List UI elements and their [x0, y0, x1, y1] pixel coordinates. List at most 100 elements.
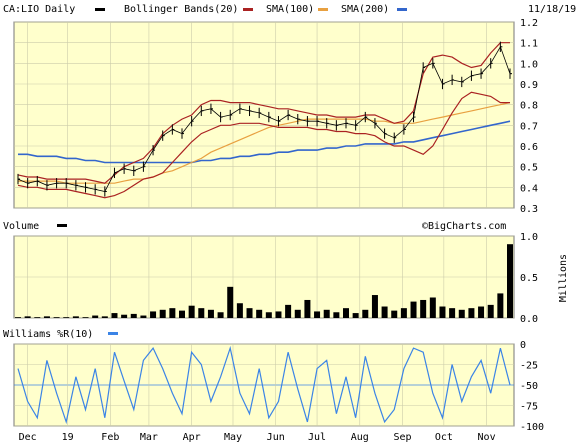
volume-bar [159, 309, 166, 318]
volume-bar [362, 309, 369, 318]
volume-bar [53, 317, 60, 318]
x-axis: Dec 19 Feb Mar Apr May Jun Jul Aug Sep Oct Nov [19, 432, 496, 443]
volume-bar [140, 315, 147, 318]
price-y-axis: 1.2 1.1 1.0 0.9 0.8 0.7 0.6 0.5 0.4 0.3 [520, 18, 538, 215]
price-y-tick: 0.8 [520, 101, 538, 112]
volume-bar [275, 311, 282, 318]
price-grid [14, 21, 514, 209]
volume-bar [333, 312, 340, 318]
williams-grid [14, 343, 514, 427]
volume-bar [15, 317, 21, 318]
chart-header: CA:LIO Daily Bollinger Bands(20) SMA(100… [3, 4, 576, 15]
symbol-label: CA:LIO Daily [3, 4, 75, 15]
volume-bar [101, 316, 108, 318]
x-tick-label: May [224, 432, 242, 443]
volume-bar [150, 311, 157, 318]
x-tick-label: Dec [19, 432, 37, 443]
volume-bar [207, 309, 214, 318]
volume-bar [188, 305, 195, 318]
price-y-tick: 1.1 [520, 39, 538, 50]
volume-bar [391, 310, 398, 318]
volume-header-bar [0, 218, 579, 232]
price-y-tick: 1.0 [520, 59, 538, 70]
volume-label: Volume [3, 221, 39, 232]
sma200-legend-swatch [397, 8, 407, 11]
volume-bar [24, 316, 31, 318]
volume-bar [429, 297, 436, 318]
volume-bar [294, 309, 301, 318]
chart-date: 11/18/19 [528, 4, 576, 15]
williams-y-tick: -50 [520, 381, 538, 392]
x-tick-label: Sep [393, 432, 411, 443]
x-tick-label: 19 [62, 432, 74, 443]
volume-y-axis: 1.0 0.5 0.0 [520, 232, 538, 325]
volume-bar [400, 308, 407, 318]
sma100-label: SMA(100) [266, 4, 314, 15]
williams-series-line [17, 345, 511, 425]
williams-legend-swatch [108, 332, 118, 335]
volume-bar [82, 317, 89, 318]
volume-bar [487, 304, 494, 318]
volume-bar [323, 309, 330, 318]
volume-bar [43, 316, 50, 318]
volume-bar [34, 317, 41, 318]
volume-bar [371, 295, 378, 318]
williams-label: Williams %R(10) [3, 329, 93, 340]
volume-legend-swatch [57, 224, 67, 227]
volume-bar [246, 308, 253, 318]
volume-bar [227, 286, 234, 318]
price-y-tick: 0.4 [520, 183, 538, 194]
sma200-line [18, 120, 511, 164]
volume-bar [169, 308, 176, 318]
price-y-tick: 0.9 [520, 80, 538, 91]
volume-bar [304, 299, 311, 318]
volume-bar [478, 306, 485, 318]
price-y-tick: 0.5 [520, 163, 538, 174]
bollinger-lower-line [17, 91, 510, 199]
volume-bar [507, 244, 513, 318]
sma100-line [18, 102, 511, 184]
bollinger-legend-swatch [243, 8, 253, 11]
volume-bar [130, 313, 137, 318]
volume-bar [92, 315, 99, 318]
x-tick-label: Jul [308, 432, 326, 443]
price-y-tick: 1.2 [520, 18, 538, 29]
volume-y-tick: 0.0 [520, 314, 538, 325]
x-tick-label: Feb [101, 432, 119, 443]
x-tick-label: Aug [351, 432, 369, 443]
volume-unit-label: Millions [558, 254, 569, 302]
williams-y-tick: -100 [520, 422, 544, 433]
volume-bar [179, 310, 185, 318]
volume-bar [343, 308, 349, 318]
williams-y-axis: 0 -25 -50 -75 -100 [520, 340, 544, 433]
price-y-tick: 0.7 [520, 121, 538, 132]
volume-bar [285, 304, 292, 318]
bollinger-label: Bollinger Bands(20) [124, 4, 238, 15]
volume-bar [420, 299, 427, 318]
volume-bar [352, 313, 359, 318]
price-legend-swatch [95, 8, 105, 11]
volume-bar [449, 308, 456, 318]
x-tick-label: Mar [140, 432, 158, 443]
watermark: ©BigCharts.com [422, 221, 506, 232]
volume-bars [15, 244, 513, 318]
volume-bar [217, 312, 224, 318]
sma100-legend-swatch [318, 8, 328, 11]
williams-y-tick: 0 [520, 340, 526, 351]
volume-bar [458, 309, 465, 318]
volume-bar [72, 316, 79, 318]
volume-bar [468, 308, 475, 318]
price-y-tick: 0.6 [520, 142, 538, 153]
sma200-label: SMA(200) [341, 4, 389, 15]
volume-bar [410, 301, 417, 318]
williams-y-tick: -25 [520, 361, 538, 372]
x-tick-label: Jun [267, 432, 285, 443]
volume-bar [381, 306, 388, 318]
volume-bar [111, 313, 118, 318]
price-close-line [17, 45, 511, 192]
volume-bar [63, 317, 70, 318]
volume-bar [314, 311, 321, 318]
price-series [17, 41, 512, 199]
volume-bar [439, 306, 446, 318]
